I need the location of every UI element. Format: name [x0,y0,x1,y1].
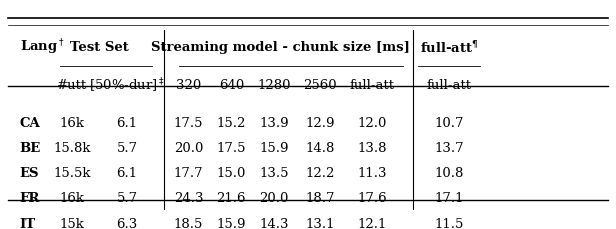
Text: 1280: 1280 [257,79,291,92]
Text: 15.9: 15.9 [259,141,289,154]
Text: 15k: 15k [60,217,84,229]
Text: [50%-dur]$^\ddagger$: [50%-dur]$^\ddagger$ [89,76,165,94]
Text: Streaming model - chunk size [ms]: Streaming model - chunk size [ms] [151,41,410,54]
Text: 11.3: 11.3 [358,166,387,179]
Text: 15.2: 15.2 [217,116,246,129]
Text: 2560: 2560 [304,79,337,92]
Text: 14.3: 14.3 [259,217,289,229]
Text: 13.8: 13.8 [358,141,387,154]
Text: 16k: 16k [59,116,84,129]
Text: 13.7: 13.7 [434,141,464,154]
Text: full-att: full-att [350,79,395,92]
Text: 11.5: 11.5 [434,217,464,229]
Text: 13.1: 13.1 [306,217,335,229]
Text: 17.5: 17.5 [217,141,246,154]
Text: Test Set: Test Set [70,41,129,54]
Text: 17.5: 17.5 [174,116,203,129]
Text: 24.3: 24.3 [174,191,203,204]
Text: 10.7: 10.7 [434,116,464,129]
Text: 21.6: 21.6 [217,191,246,204]
Text: 18.7: 18.7 [306,191,335,204]
Text: 18.5: 18.5 [174,217,203,229]
Text: 12.0: 12.0 [358,116,387,129]
Text: 320: 320 [176,79,201,92]
Text: BE: BE [20,141,41,154]
Text: 17.7: 17.7 [174,166,203,179]
Text: CA: CA [20,116,41,129]
Text: 5.7: 5.7 [116,191,137,204]
Text: ES: ES [20,166,39,179]
Text: IT: IT [20,217,36,229]
Text: 16k: 16k [59,191,84,204]
Text: #utt: #utt [57,79,87,92]
Text: 12.1: 12.1 [358,217,387,229]
Text: 6.1: 6.1 [116,116,137,129]
Text: 14.8: 14.8 [306,141,335,154]
Text: 15.9: 15.9 [217,217,246,229]
Text: 12.2: 12.2 [306,166,335,179]
Text: FR: FR [20,191,40,204]
Text: 15.5k: 15.5k [53,166,91,179]
Text: 20.0: 20.0 [259,191,289,204]
Text: 640: 640 [219,79,244,92]
Text: Lang$^\dagger$: Lang$^\dagger$ [20,38,65,57]
Text: 13.5: 13.5 [259,166,289,179]
Text: 6.3: 6.3 [116,217,138,229]
Text: 12.9: 12.9 [306,116,335,129]
Text: 20.0: 20.0 [174,141,203,154]
Text: 15.8k: 15.8k [53,141,91,154]
Text: 17.1: 17.1 [434,191,464,204]
Text: 13.9: 13.9 [259,116,289,129]
Text: full-att: full-att [426,79,471,92]
Text: 5.7: 5.7 [116,141,137,154]
Text: 6.1: 6.1 [116,166,137,179]
Text: full-att$^\P$: full-att$^\P$ [419,39,479,56]
Text: 15.0: 15.0 [217,166,246,179]
Text: 17.6: 17.6 [357,191,387,204]
Text: 10.8: 10.8 [434,166,464,179]
